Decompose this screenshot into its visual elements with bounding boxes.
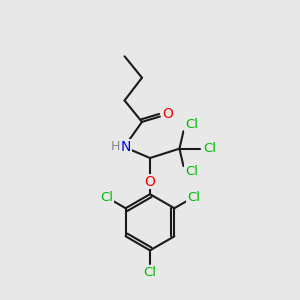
Text: Cl: Cl xyxy=(187,191,200,204)
Text: H: H xyxy=(110,140,120,153)
Text: Cl: Cl xyxy=(204,142,217,155)
Text: O: O xyxy=(144,175,155,189)
Text: N: N xyxy=(121,140,131,154)
Text: O: O xyxy=(162,107,173,121)
Text: Cl: Cl xyxy=(100,191,113,204)
Text: Cl: Cl xyxy=(185,165,198,178)
Text: Cl: Cl xyxy=(143,266,157,279)
Text: Cl: Cl xyxy=(185,118,198,131)
